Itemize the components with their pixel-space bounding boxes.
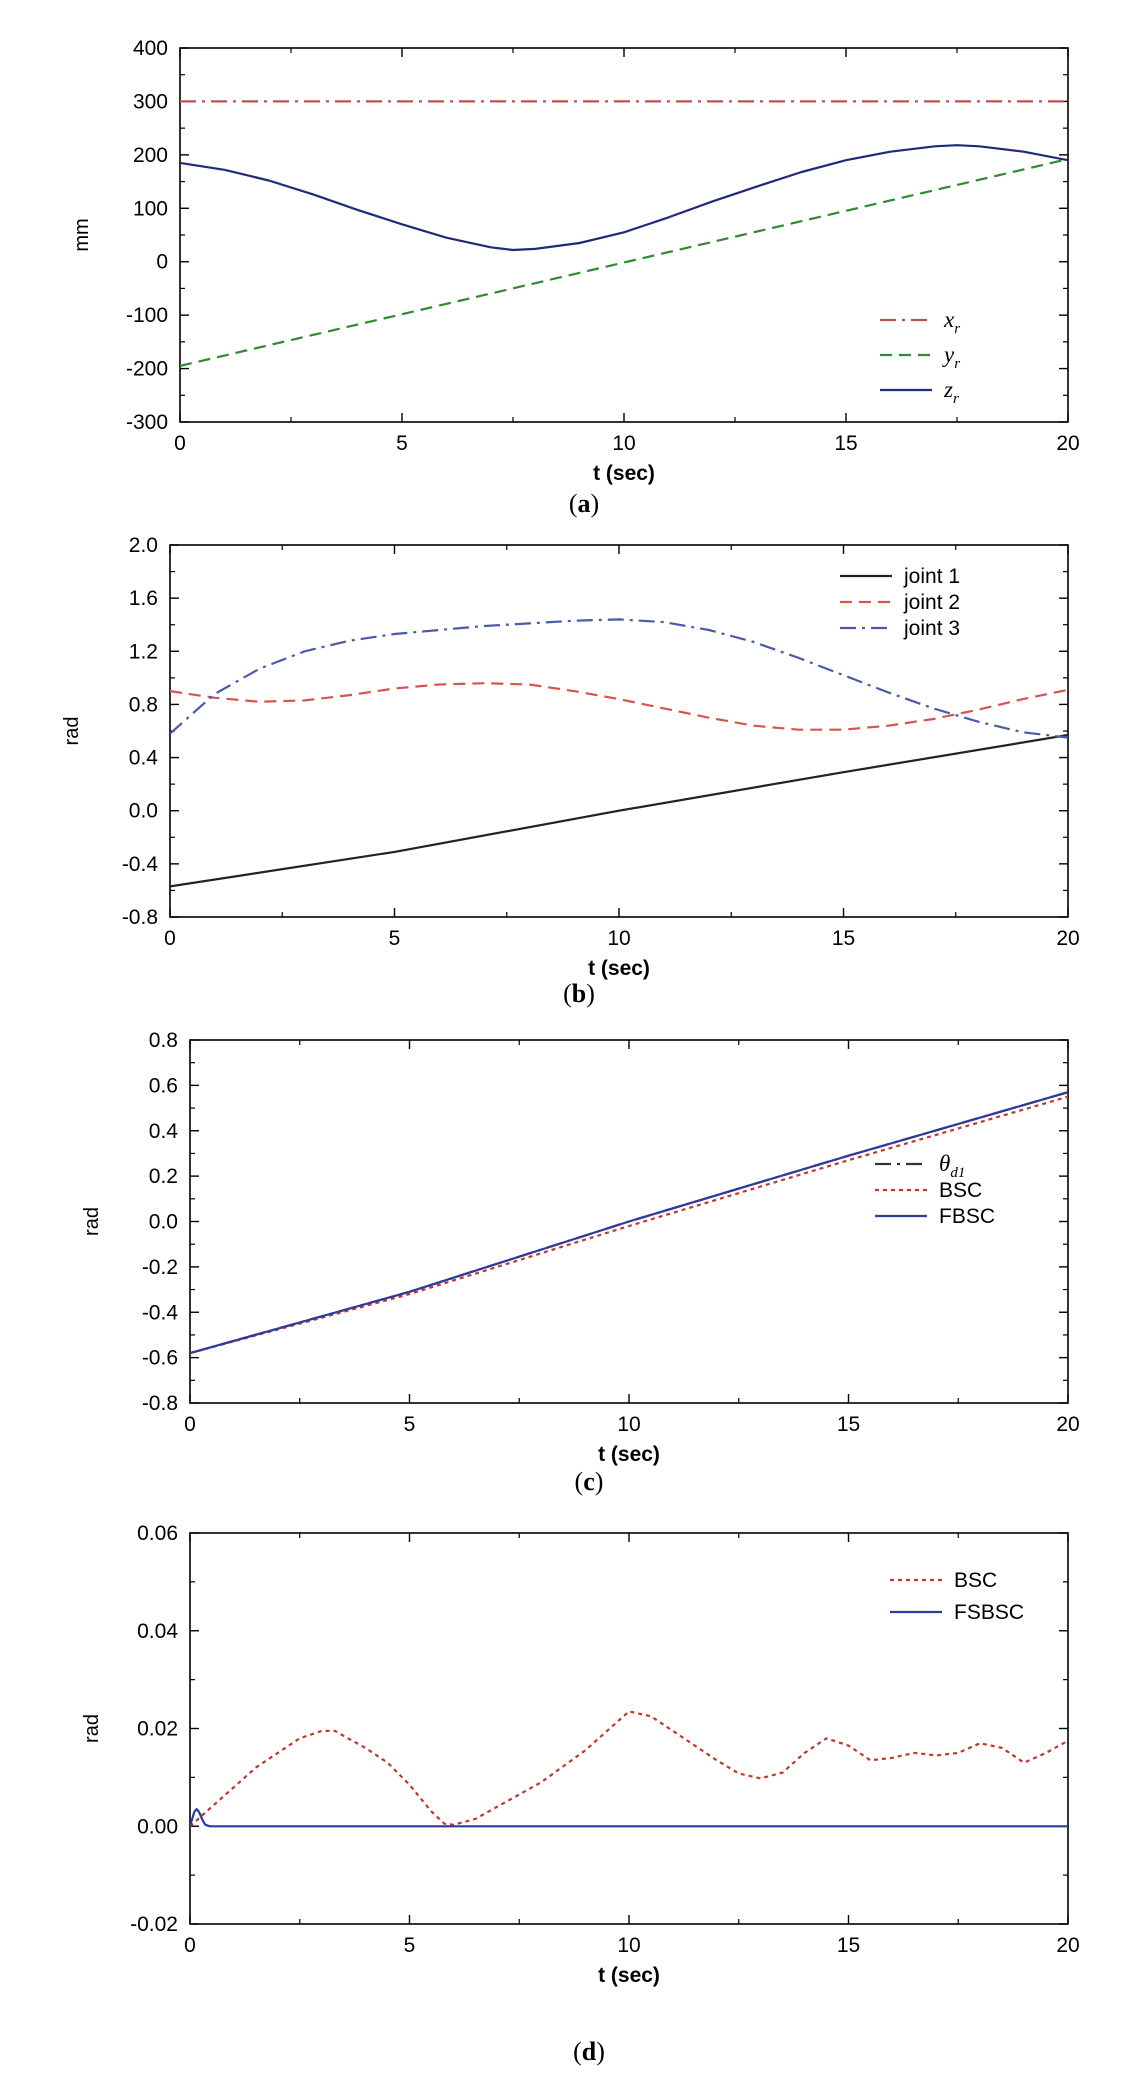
x-axis-title: t (sec)	[593, 462, 655, 485]
y-tick-label: 200	[133, 144, 168, 167]
y-tick-label: -100	[126, 304, 168, 327]
x-tick-label: 0	[184, 1934, 196, 1957]
y-tick-label: -0.8	[142, 1392, 178, 1415]
y-tick-label: 300	[133, 90, 168, 113]
x-tick-label: 20	[1056, 1934, 1079, 1957]
y-tick-label: 0.8	[149, 1029, 178, 1052]
series-line-bsc	[190, 1710, 1068, 1828]
series-line-fsbsc	[190, 1808, 1068, 1828]
x-tick-label: 10	[607, 927, 630, 950]
y-tick-label: 0.04	[137, 1620, 178, 1643]
legend-label: FBSC	[939, 1205, 995, 1228]
legend-subscript: r	[953, 391, 959, 407]
chart-panel-a: 0 5 10 15 20 -300 -200 -100 0 100 200 300 400 t (sec)…	[71, 37, 1080, 518]
x-tick-label: 10	[612, 432, 635, 455]
y-axis-title: rad	[81, 1714, 103, 1743]
legend-subscript: r	[954, 356, 960, 372]
y-tick-label: -0.6	[142, 1347, 178, 1370]
y-tick-label: 0.0	[149, 1211, 178, 1234]
series-line-bsc	[190, 1095, 1068, 1355]
y-tick-label: 0	[156, 251, 168, 274]
legend-label: zr	[943, 377, 959, 407]
y-tick-label: 0.4	[149, 1120, 179, 1143]
panel-caption: (d)	[573, 2037, 605, 2066]
x-tick-label: 20	[1056, 1413, 1079, 1436]
y-tick-label: -300	[126, 411, 168, 434]
x-tick-label: 20	[1056, 432, 1079, 455]
x-tick-label: 15	[832, 927, 855, 950]
series-line-joint-2	[170, 682, 1068, 731]
y-tick-label: -0.8	[122, 906, 158, 929]
y-axis-title: mm	[71, 218, 93, 251]
series-line-joint-1	[170, 733, 1068, 888]
y-tick-label: 0.06	[137, 1522, 178, 1545]
x-axis-title: t (sec)	[588, 957, 650, 980]
x-tick-label: 10	[617, 1413, 640, 1436]
chart-panel-c: 0 5 10 15 20 -0.8 -0.6 -0.4 -0.2 0.0 0.2 0.4 0.6 0.8 t…	[81, 1029, 1080, 1496]
x-tick-label: 5	[404, 1413, 416, 1436]
y-tick-label: -0.4	[122, 853, 159, 876]
legend-label: FSBSC	[954, 1601, 1024, 1624]
y-tick-label: -0.2	[142, 1256, 178, 1279]
plot-frame	[189, 1532, 1069, 1925]
y-tick-label: -200	[126, 358, 168, 381]
x-axis-title: t (sec)	[598, 1964, 660, 1987]
panel-caption: (b)	[563, 979, 595, 1008]
plot-frame	[179, 47, 1069, 423]
x-tick-label: 10	[617, 1934, 640, 1957]
legend-label: BSC	[939, 1179, 982, 1202]
x-tick-label: 0	[184, 1413, 196, 1436]
series-line-fbsc	[190, 1091, 1068, 1355]
legend-label: θd1	[939, 1151, 965, 1181]
y-axis-title: rad	[61, 717, 83, 746]
y-tick-label: 0.2	[149, 1165, 178, 1188]
y-tick-label: 100	[133, 197, 168, 220]
panel-caption: (a)	[569, 489, 599, 518]
y-tick-label: -0.02	[130, 1913, 178, 1936]
legend-label: BSC	[954, 1569, 997, 1592]
x-axis-title: t (sec)	[598, 1443, 660, 1466]
y-tick-label: 0.8	[129, 693, 158, 716]
y-axis-title: rad	[81, 1207, 103, 1236]
x-tick-label: 5	[389, 927, 401, 950]
legend-label: joint 1	[903, 565, 960, 588]
legend-subscript: r	[954, 321, 960, 337]
y-tick-label: 0.0	[129, 800, 158, 823]
chart-panel-d: 0 5 10 15 20 -0.02 0.00 0.02 0.04 0.06 t (sec) rad B…	[81, 1522, 1080, 2066]
series-line-zr	[180, 144, 1068, 252]
x-tick-label: 5	[396, 432, 408, 455]
x-tick-label: 15	[837, 1934, 860, 1957]
x-tick-label: 15	[837, 1413, 860, 1436]
legend-label: yr	[942, 342, 960, 372]
legend-label: joint 2	[903, 591, 960, 614]
legend-subscript: d1	[950, 1165, 965, 1181]
series-line-joint-3	[170, 618, 1068, 739]
y-tick-label: 2.0	[129, 534, 158, 557]
panel-caption: (c)	[575, 1467, 604, 1496]
chart-panel-b: 0 5 10 15 20 -0.8 -0.4 0.0 0.4 0.8 1.2 1.6 2.0 t (sec…	[61, 534, 1080, 1008]
y-tick-label: 0.00	[137, 1815, 178, 1838]
y-tick-label: 0.4	[129, 747, 159, 770]
x-tick-label: 5	[404, 1934, 416, 1957]
series-line-yr	[180, 158, 1068, 367]
y-tick-label: 0.02	[137, 1718, 178, 1741]
y-tick-label: 0.6	[149, 1074, 178, 1097]
legend-label: joint 3	[903, 617, 960, 640]
y-tick-label: 400	[133, 37, 168, 60]
legend-label: xr	[943, 307, 960, 337]
x-tick-label: 0	[164, 927, 176, 950]
y-tick-label: 1.6	[129, 587, 158, 610]
x-tick-label: 15	[834, 432, 857, 455]
x-tick-label: 20	[1056, 927, 1079, 950]
x-tick-label: 0	[174, 432, 186, 455]
y-tick-label: 1.2	[129, 640, 158, 663]
y-tick-label: -0.4	[142, 1301, 179, 1324]
